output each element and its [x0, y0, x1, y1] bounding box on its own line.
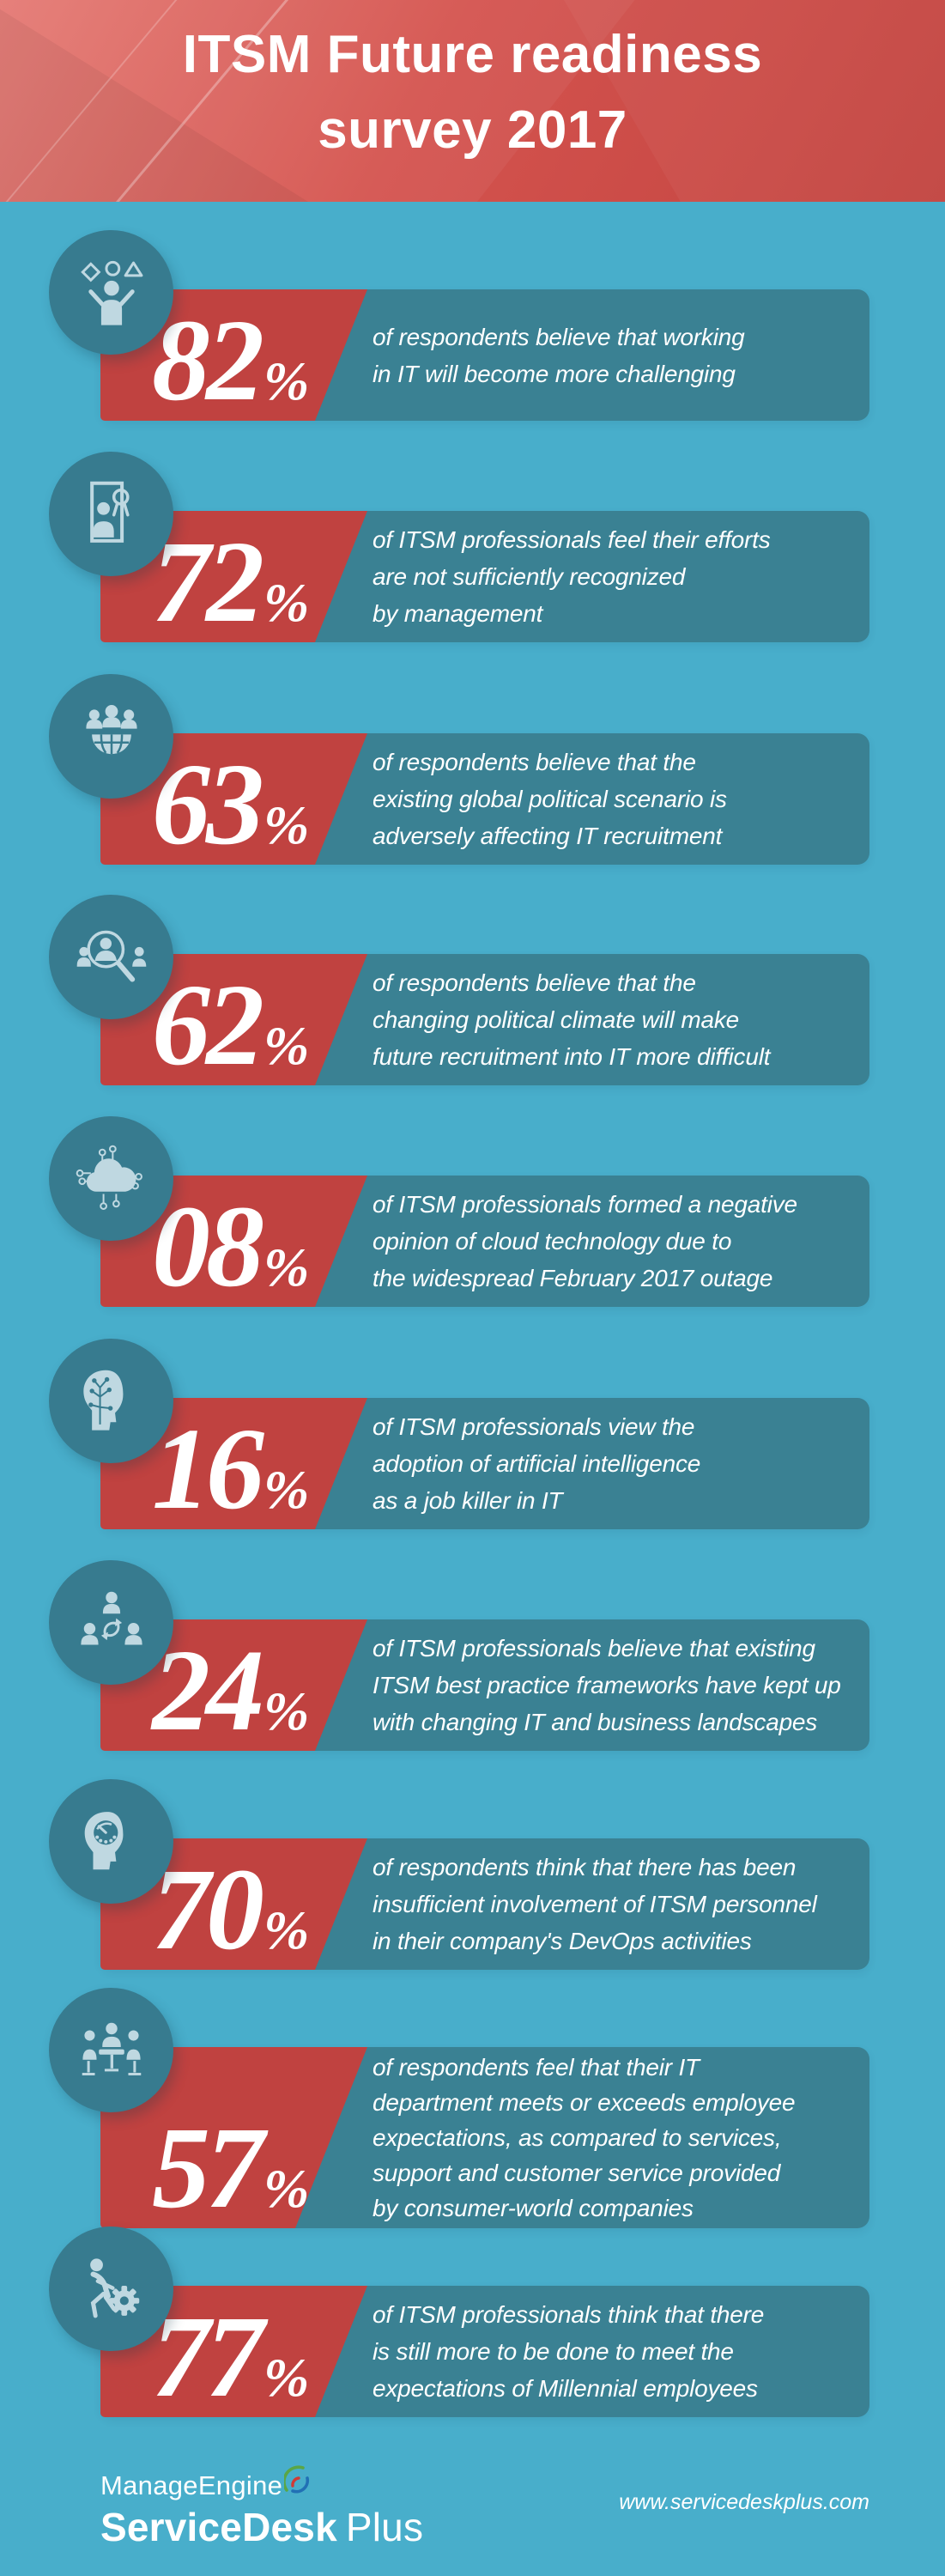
icon-badge — [49, 674, 173, 799]
brand-logo: ManageEngine ServiceDesk Plus — [100, 2465, 424, 2550]
recruitment-search-icon — [76, 920, 146, 994]
icon-badge — [49, 1988, 173, 2112]
stat-row: of respondents believe that the existing… — [0, 674, 945, 865]
percent-value: 70% — [152, 1845, 310, 1974]
stat-row: of respondents think that there has been… — [0, 1779, 945, 1970]
icon-badge — [49, 895, 173, 1019]
percent-panel: 24% — [100, 1619, 367, 1751]
meeting-table-icon — [75, 2022, 148, 2087]
stat-row: of respondents believe that the changing… — [0, 895, 945, 1085]
icon-badge — [49, 1560, 173, 1685]
stat-row: of respondents believe that working in I… — [0, 230, 945, 425]
percent-panel: 62% — [100, 954, 367, 1085]
stat-row: of ITSM professionals think that there i… — [0, 2227, 945, 2421]
product-name: ServiceDesk — [100, 2505, 337, 2550]
stat-text: of ITSM professionals view the adoption … — [373, 1413, 701, 1514]
stat-text: of ITSM professionals formed a negative … — [373, 1191, 797, 1291]
team-sync-icon — [80, 1591, 142, 1645]
global-team-icon — [85, 704, 137, 754]
stat-text: of respondents feel that their IT depart… — [373, 2054, 796, 2221]
page-title: ITSM Future readiness survey 2017 — [182, 25, 763, 161]
stat-row: of ITSM professionals feel their efforts… — [0, 452, 945, 642]
percent-panel: 16% — [100, 1398, 367, 1529]
website-url: www.servicedeskplus.com — [619, 2490, 869, 2514]
stat-text: of respondents think that there has been… — [373, 1854, 817, 1954]
brand-name: ManageEngine — [100, 2470, 283, 2500]
stat-text: of ITSM professionals feel their efforts… — [373, 526, 771, 627]
percent-panel: 63% — [100, 733, 367, 865]
stat-text: of respondents believe that the changing… — [373, 969, 771, 1070]
cloud-network-icon — [75, 1142, 148, 1216]
icon-badge — [49, 452, 173, 576]
juggling-person-icon — [75, 256, 148, 325]
stat-text: of ITSM professionals believe that exist… — [373, 1635, 841, 1735]
percent-value: 72% — [152, 518, 310, 647]
mind-gauge-icon — [84, 1811, 123, 1869]
percent-value: 57% — [152, 2104, 310, 2233]
icon-badge — [49, 1116, 173, 1241]
stat-row: of ITSM professionals believe that exist… — [0, 1560, 945, 1751]
manageengine-swoosh-icon — [284, 2465, 310, 2494]
stat-text: of respondents believe that working in I… — [373, 323, 745, 387]
header-banner: ITSM Future readiness survey 2017 — [0, 0, 945, 202]
percent-value: 62% — [152, 961, 310, 1090]
stat-text: of ITSM professionals think that there i… — [373, 2301, 765, 2402]
percent-value: 82% — [152, 296, 310, 425]
award-person-icon — [75, 477, 148, 551]
stat-row: of ITSM professionals formed a negative … — [0, 1116, 945, 1311]
percent-value: 16% — [152, 1405, 310, 1534]
stat-row: of respondents feel that their IT depart… — [0, 1988, 945, 2233]
icon-badge — [49, 1339, 173, 1463]
percent-value: 77% — [152, 2293, 310, 2421]
icon-badge — [49, 1779, 173, 1904]
percent-panel: 72% — [100, 511, 367, 642]
person-gear-icon — [75, 2257, 139, 2326]
stat-text: of respondents believe that the existing… — [373, 749, 727, 849]
product-suffix: Plus — [345, 2505, 424, 2550]
percent-value: 24% — [152, 1626, 310, 1755]
icon-badge — [49, 2227, 173, 2351]
percent-value: 08% — [152, 1182, 310, 1311]
icon-badge — [49, 230, 173, 355]
ai-head-icon — [82, 1370, 123, 1431]
stat-row: of ITSM professionals view the adoption … — [0, 1339, 945, 1529]
percent-value: 63% — [152, 740, 310, 869]
percent-panel: 70% — [100, 1838, 367, 1970]
